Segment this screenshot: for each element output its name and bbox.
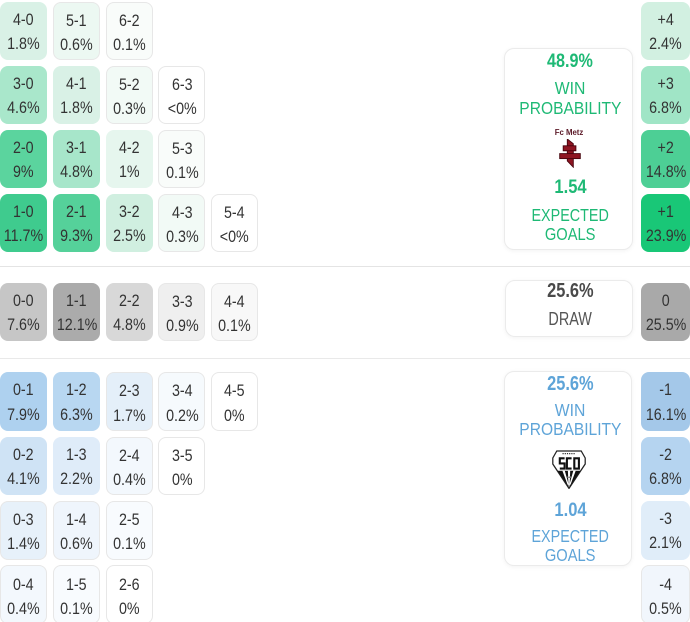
svg-text:Fc Metz: Fc Metz [555,128,584,137]
